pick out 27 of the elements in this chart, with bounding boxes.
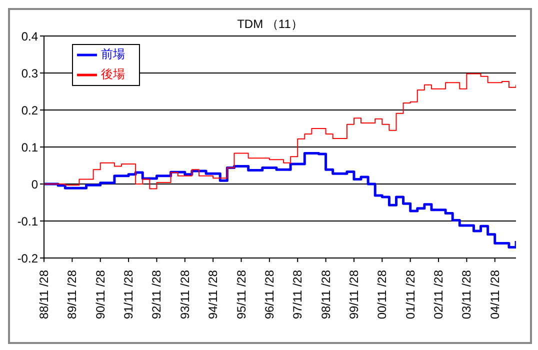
x-tick-label: 91/11 /28 (122, 270, 136, 320)
y-tick-label: -0.1 (17, 214, 38, 228)
x-tick-label: 98/11 /28 (318, 270, 333, 320)
y-tick-label: 0 (31, 177, 38, 192)
y-tick-label: 0.1 (21, 140, 38, 154)
x-tick-label: 04/11 /28 (488, 270, 502, 320)
x-tick-label: 95/11 /28 (234, 270, 248, 320)
y-tick-label: 0.2 (21, 103, 38, 118)
y-tick-label: 0.4 (21, 29, 38, 44)
x-tick-label: 92/11 /28 (150, 270, 164, 320)
x-tick-label: 99/11 /28 (346, 270, 361, 320)
x-tick-label: 94/11 /28 (206, 270, 220, 320)
legend-label: 後場 (101, 67, 125, 82)
x-tick-label: 01/11 /28 (403, 270, 418, 320)
x-tick-label: 00/11 /28 (375, 270, 390, 320)
x-tick-label: 97/11 /28 (290, 270, 305, 320)
legend-label: 前場 (101, 47, 125, 62)
x-tick-label: 93/11 /28 (178, 270, 192, 320)
y-tick-label: 0.3 (21, 66, 38, 80)
x-tick-label: 90/11 /28 (93, 270, 108, 320)
y-tick-label: -0.2 (17, 251, 38, 266)
x-tick-label: 03/11 /28 (460, 270, 474, 320)
x-tick-label: 02/11 /28 (432, 270, 446, 320)
x-tick-label: 96/11 /28 (262, 270, 276, 320)
chart-title: TDM （11） (236, 16, 304, 31)
x-tick-label: 89/11 /28 (65, 270, 80, 320)
x-tick-label: 88/11 /28 (37, 270, 51, 320)
